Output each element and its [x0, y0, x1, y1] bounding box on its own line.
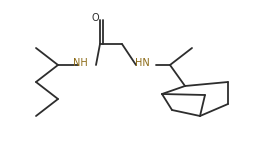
Text: NH: NH	[73, 58, 87, 68]
Text: HN: HN	[135, 58, 149, 68]
Text: O: O	[91, 13, 99, 23]
